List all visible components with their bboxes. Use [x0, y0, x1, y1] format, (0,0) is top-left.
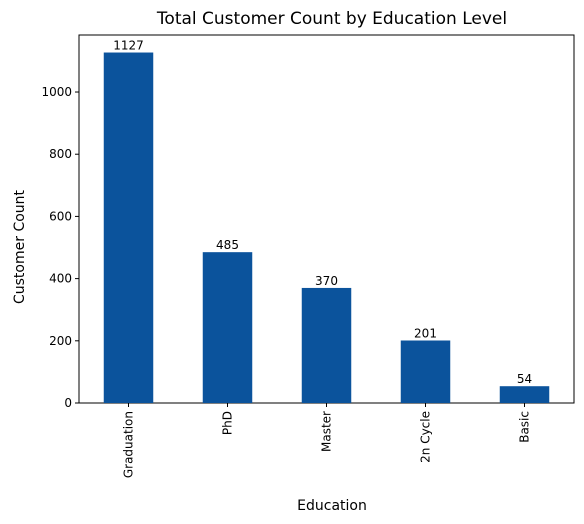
y-tick-label: 200 — [49, 334, 72, 348]
bar — [301, 287, 352, 403]
bar — [400, 340, 451, 403]
bar — [202, 252, 253, 403]
y-tick-label: 1000 — [41, 85, 72, 99]
x-tick-label: Master — [320, 411, 334, 452]
x-axis: Graduation PhD Master 2n Cycle Basic — [122, 403, 532, 478]
y-tick-label: 0 — [64, 396, 72, 410]
bar — [499, 386, 550, 403]
x-tick-label: PhD — [221, 411, 235, 435]
y-axis: 0 200 400 600 800 1000 — [41, 85, 79, 410]
bars — [103, 52, 550, 404]
y-tick-label: 800 — [49, 147, 72, 161]
x-axis-label: Education — [297, 498, 367, 514]
chart-title: Total Customer Count by Education Level — [156, 9, 507, 29]
value-labels: 1127 485 370 201 54 — [113, 39, 532, 387]
bar — [103, 52, 154, 404]
bar-value-label: 201 — [414, 326, 437, 340]
x-tick-label: 2n Cycle — [419, 411, 433, 463]
y-tick-label: 400 — [49, 272, 72, 286]
bar-value-label: 370 — [315, 274, 338, 288]
y-tick-label: 600 — [49, 209, 72, 223]
y-axis-label: Customer Count — [12, 189, 28, 304]
x-tick-label: Basic — [518, 411, 532, 443]
bar-value-label: 1127 — [113, 39, 144, 53]
bar-value-label: 485 — [216, 238, 239, 252]
x-tick-label: Graduation — [122, 411, 136, 478]
bar-value-label: 54 — [517, 372, 532, 386]
